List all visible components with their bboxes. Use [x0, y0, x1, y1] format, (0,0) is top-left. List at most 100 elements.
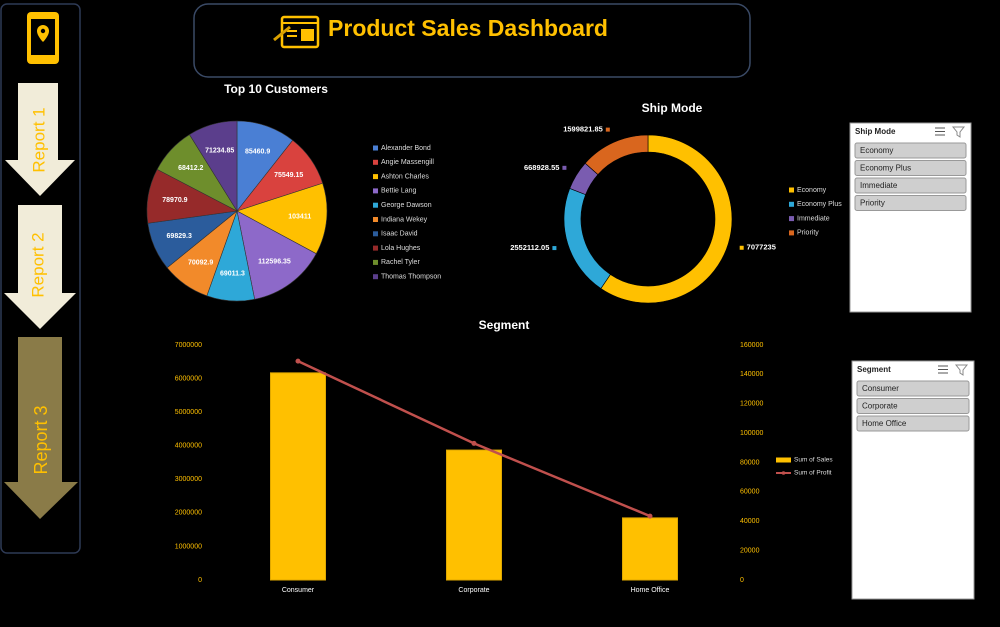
slicer-item-label[interactable]: Economy Plus: [860, 164, 911, 173]
slicer-item[interactable]: [854, 195, 967, 211]
chart-title: Ship Mode: [642, 101, 703, 115]
legend-label: Isaac David: [381, 231, 418, 238]
slicer-item-label[interactable]: Priority: [860, 199, 885, 208]
bar: [622, 517, 678, 581]
y-tick-label: 3000000: [175, 476, 202, 483]
y2-tick-label: 140000: [740, 371, 763, 378]
slicer-item[interactable]: [854, 177, 967, 194]
legend-swatch: [373, 231, 378, 237]
slicer-multiselect-icon[interactable]: [938, 365, 948, 374]
y2-tick-label: 20000: [740, 547, 760, 554]
donut-segment: [600, 134, 733, 304]
bar: [270, 372, 326, 581]
data-label-marker: [562, 165, 567, 170]
legend-label: Angie Massengill: [381, 159, 434, 166]
slicer-item-label[interactable]: Consumer: [862, 384, 899, 393]
legend-label: Sum of Sales: [794, 457, 833, 464]
chart-title: Segment: [479, 318, 530, 332]
nav-label[interactable]: Report 3: [31, 405, 51, 474]
data-label: 103411: [288, 214, 311, 221]
y2-tick-label: 80000: [740, 459, 760, 466]
legend-swatch: [373, 145, 378, 151]
y-tick-label: 0: [198, 577, 202, 584]
y2-tick-label: 60000: [740, 489, 760, 496]
legend-swatch: [373, 159, 378, 165]
legend-swatch: [781, 471, 786, 475]
slicer-item-label[interactable]: Home Office: [862, 419, 907, 428]
chart-title: Top 10 Customers: [224, 82, 328, 96]
x-tick-label: Consumer: [282, 587, 315, 594]
slicer-item[interactable]: [854, 142, 967, 159]
y-tick-label: 2000000: [175, 510, 202, 517]
nav-report-3[interactable]: Report 3: [4, 337, 78, 519]
line-marker: [471, 440, 477, 446]
y-tick-label: 5000000: [175, 409, 202, 416]
slicer-title: Segment: [857, 365, 891, 374]
legend-swatch: [373, 274, 378, 280]
legend-label: Ashton Charles: [381, 173, 429, 180]
legend-swatch: [373, 245, 378, 251]
nav-report-2[interactable]: Report 2: [4, 205, 76, 329]
legend-swatch: [373, 259, 378, 265]
legend-label: Priority: [797, 230, 819, 237]
slicer-item[interactable]: [854, 160, 967, 176]
nav-label[interactable]: Report 2: [28, 232, 47, 297]
y2-tick-label: 0: [740, 577, 744, 584]
data-label: 69829.3: [167, 233, 192, 240]
y2-tick-label: 120000: [740, 401, 763, 408]
data-label: 69011.3: [220, 271, 245, 278]
data-label: 71234.85: [205, 147, 234, 154]
legend-label: Immediate: [797, 215, 830, 222]
slicer-item[interactable]: [856, 415, 970, 432]
legend-label: Indiana Wekey: [381, 216, 428, 223]
legend-swatch: [373, 174, 378, 180]
legend-label: Rachel Tyler: [381, 259, 420, 266]
slicer-item-label[interactable]: Corporate: [862, 402, 898, 411]
data-label: 75549.15: [274, 172, 303, 179]
legend-label: Economy: [797, 187, 827, 194]
slicer-panel: [851, 360, 975, 600]
header-title: Product Sales Dashboard: [328, 15, 608, 41]
legend-swatch: [373, 188, 378, 194]
header-icon: [273, 15, 320, 49]
legend-label: Alexander Bond: [381, 145, 431, 152]
pie-slice: [236, 182, 328, 255]
data-label: 7077235: [747, 243, 776, 252]
slicer-clear-filter[interactable]: [954, 364, 969, 376]
slicer-item[interactable]: [856, 380, 970, 397]
x-tick-label: Home Office: [631, 587, 670, 594]
y-tick-label: 4000000: [175, 443, 202, 450]
y-tick-label: 1000000: [175, 543, 202, 550]
pie-slice: [236, 210, 317, 300]
nav-report-1[interactable]: Report 1: [5, 83, 75, 196]
legend-label: George Dawson: [381, 202, 432, 209]
bar: [446, 449, 502, 581]
slicer-clear-filter[interactable]: [951, 126, 966, 138]
slicer-item-label[interactable]: Immediate: [860, 181, 898, 190]
line-marker: [647, 513, 653, 519]
legend-label: Lola Hughes: [381, 245, 421, 252]
legend-label: Economy Plus: [797, 201, 842, 208]
data-label: 2552112.05: [510, 243, 549, 252]
app-icon: [27, 12, 59, 64]
slicer-item[interactable]: [856, 398, 970, 414]
line-marker: [295, 358, 301, 364]
nav-label[interactable]: Report 1: [29, 107, 48, 172]
slicer-title: Ship Mode: [855, 127, 896, 136]
legend-swatch: [373, 202, 378, 208]
legend-label: Bettie Lang: [381, 188, 417, 195]
y2-tick-label: 40000: [740, 518, 760, 525]
slicer-item-label[interactable]: Economy: [860, 146, 893, 155]
slicer-multiselect-icon[interactable]: [935, 127, 945, 136]
y-tick-label: 6000000: [175, 375, 202, 382]
data-label-marker: [552, 246, 557, 251]
data-label: 70092.9: [188, 259, 213, 266]
legend-swatch: [789, 230, 794, 236]
data-label: 112596.35: [258, 258, 291, 265]
y-tick-label: 7000000: [175, 342, 202, 349]
y2-tick-label: 160000: [740, 342, 763, 349]
header-box: [193, 3, 751, 78]
data-label: 85460.9: [245, 148, 270, 155]
data-label: 78970.9: [162, 197, 187, 204]
